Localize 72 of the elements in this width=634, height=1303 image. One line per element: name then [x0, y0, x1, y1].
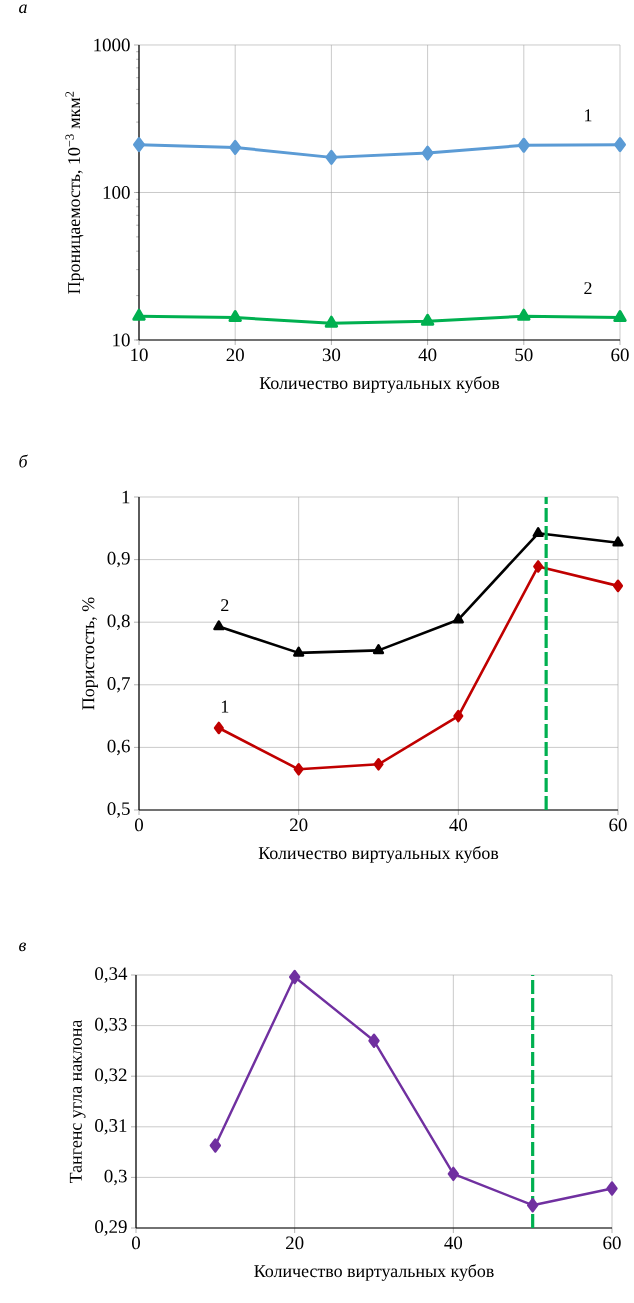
point — [288, 969, 301, 985]
point — [447, 1166, 460, 1182]
x-tick-label: 0 — [131, 1236, 140, 1250]
series-label: 1 — [585, 109, 592, 122]
x-tick-label: 50 — [515, 348, 533, 362]
point — [606, 1181, 618, 1196]
y-tick-label: 0,7 — [107, 677, 130, 693]
y-axis-title: Пористость, % — [82, 597, 98, 710]
point — [533, 560, 544, 573]
point — [532, 527, 544, 538]
point — [324, 315, 339, 328]
point — [368, 1033, 380, 1048]
x-axis-title: Количество виртуальных кубов — [258, 846, 499, 863]
y-tick-label: 0,8 — [107, 614, 130, 630]
chart-title: в — [19, 942, 26, 952]
y-tick-label: 0,29 — [95, 1220, 127, 1236]
point — [293, 763, 304, 776]
x-tick-label: 40 — [444, 1236, 463, 1250]
y-axis-title: Тангенс угла наклона — [69, 1019, 86, 1184]
series-label: 2 — [584, 282, 592, 295]
chart-title: а — [19, 4, 27, 14]
point — [373, 758, 384, 771]
point — [453, 709, 464, 723]
series-label: 1 — [221, 700, 229, 713]
point — [293, 646, 305, 657]
x-tick-label: 40 — [449, 818, 468, 832]
x-tick-label: 40 — [418, 348, 437, 362]
x-axis-title: Количество виртуальных кубов — [259, 376, 500, 393]
x-tick-label: 20 — [286, 1236, 304, 1250]
y-tick-label: 0,32 — [95, 1068, 127, 1084]
point — [421, 145, 434, 161]
y-tick-label: 1000 — [94, 38, 130, 52]
point — [213, 721, 224, 735]
point — [613, 310, 627, 323]
y-tick-label: 10 — [113, 333, 130, 347]
y-tick-label: 0,9 — [107, 551, 130, 568]
x-axis-title: Количество виртуальных кубов — [254, 1264, 494, 1281]
point — [213, 620, 225, 631]
point — [517, 308, 531, 321]
series-label: 2 — [221, 599, 229, 612]
y-tick-label: 100 — [103, 186, 130, 199]
point — [229, 139, 242, 155]
y-tick-label: 0,6 — [107, 739, 130, 756]
point — [420, 313, 435, 326]
point — [452, 613, 464, 624]
point — [526, 1198, 539, 1213]
x-tick-label: 60 — [611, 348, 629, 362]
x-tick-label: 60 — [609, 818, 627, 832]
y-tick-label: 0,34 — [95, 967, 128, 983]
point — [325, 149, 338, 165]
x-tick-label: 20 — [290, 818, 308, 832]
x-tick-label: 20 — [226, 348, 244, 362]
y-tick-label: 0,5 — [107, 802, 130, 818]
y-tick-label: 0,33 — [95, 1017, 127, 1034]
y-axis-title: Проницаемость, 10$^{−3}$ мкм$^{2}$ — [65, 91, 84, 294]
point — [612, 579, 624, 593]
point — [133, 137, 145, 153]
chart-title: б — [19, 454, 29, 468]
x-tick-label: 0 — [134, 818, 143, 832]
point — [614, 137, 626, 153]
x-tick-label: 30 — [322, 348, 341, 362]
point — [132, 308, 146, 321]
y-tick-label: 0,31 — [95, 1119, 127, 1135]
y-tick-label: 0,3 — [104, 1169, 127, 1186]
x-tick-label: 60 — [603, 1236, 621, 1250]
point — [228, 310, 242, 323]
point — [372, 644, 385, 655]
y-tick-label: 1 — [122, 490, 130, 504]
point — [517, 137, 530, 153]
x-tick-label: 10 — [131, 348, 148, 362]
point — [612, 536, 624, 547]
point — [209, 1138, 222, 1153]
